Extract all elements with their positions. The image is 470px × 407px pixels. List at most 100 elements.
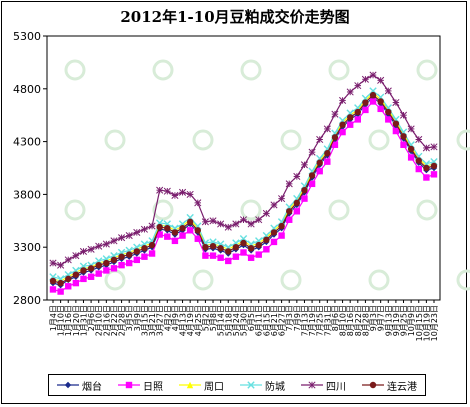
- data-point: [95, 270, 102, 277]
- data-point: [354, 116, 361, 123]
- legend-marker: [125, 381, 133, 389]
- data-point: [232, 220, 240, 228]
- data-point: [369, 91, 377, 99]
- data-point: [255, 251, 262, 258]
- legend-item: 烟台: [57, 378, 102, 393]
- data-point: [308, 148, 316, 156]
- x-tick-label: 2月28日: [118, 305, 127, 336]
- y-tick-label: 4300: [13, 136, 41, 149]
- data-point: [286, 216, 293, 223]
- watermark-emblem: [104, 129, 126, 151]
- x-tick-label: 9月13日: [384, 305, 393, 336]
- x-tick-label: 5月18日: [224, 305, 233, 336]
- data-point: [57, 279, 64, 287]
- x-tick-label: 10月15日: [415, 305, 424, 341]
- data-point: [72, 279, 80, 287]
- data-point: [362, 106, 369, 114]
- data-point: [49, 277, 57, 285]
- x-tick-label: 8月6日: [331, 305, 340, 331]
- data-point: [171, 191, 179, 200]
- x-tick-label: 5月30日: [240, 305, 249, 336]
- x-tick-label: 7月13日: [300, 305, 309, 336]
- legend-label: 烟台: [82, 381, 102, 393]
- x-tick-label: 1月31日: [79, 305, 88, 336]
- data-point: [301, 186, 308, 194]
- x-tick-label: 3月21日: [148, 305, 157, 336]
- data-point: [263, 246, 270, 253]
- data-point: [118, 234, 126, 242]
- legend-marker: [308, 381, 316, 389]
- data-point: [399, 111, 408, 119]
- data-point: [384, 87, 392, 95]
- x-tick-label: 8月10日: [339, 305, 348, 336]
- data-point: [148, 222, 156, 230]
- data-point: [400, 133, 407, 140]
- x-tick-label: 9月25日: [400, 305, 409, 336]
- watermark-emblem: [328, 59, 350, 81]
- data-point: [354, 108, 361, 116]
- data-point: [126, 251, 133, 258]
- data-point: [286, 208, 293, 215]
- data-point: [209, 242, 217, 250]
- x-tick-label: 2月16日: [102, 305, 111, 336]
- legend-label: 日照: [143, 381, 163, 393]
- series-2: [49, 98, 438, 295]
- legend-item: 周口: [179, 378, 224, 393]
- x-tick-label: 5月24日: [232, 305, 241, 336]
- data-point: [148, 250, 156, 257]
- data-point: [407, 154, 415, 161]
- x-tick-label: 6月21日: [270, 305, 279, 336]
- data-point: [293, 199, 301, 207]
- legend-swatch: [362, 381, 384, 389]
- data-point: [125, 232, 133, 240]
- data-point: [156, 186, 164, 194]
- data-point: [171, 237, 179, 245]
- watermark-emblem: [152, 59, 174, 81]
- x-tick-label: 2月10日: [95, 305, 104, 336]
- data-point: [217, 254, 224, 261]
- legend-label: 周口: [204, 381, 224, 393]
- x-tick-label: 2月22日: [110, 305, 119, 336]
- legend-swatch: [301, 381, 323, 389]
- data-point: [186, 227, 194, 234]
- x-tick-label: 3月27日: [156, 305, 165, 336]
- data-point: [278, 232, 285, 239]
- data-point: [65, 275, 72, 283]
- data-point: [87, 273, 95, 280]
- data-point: [201, 218, 209, 226]
- data-point: [423, 174, 430, 181]
- data-point: [430, 171, 438, 178]
- data-point: [194, 235, 201, 242]
- x-tick-label: 6月27日: [278, 305, 287, 336]
- data-point: [133, 256, 141, 264]
- data-point: [133, 248, 141, 255]
- watermark-emblem: [64, 59, 86, 81]
- x-tick-label: 8月16日: [346, 305, 355, 336]
- data-point: [392, 127, 400, 135]
- series-layer: [49, 71, 438, 295]
- data-point: [392, 120, 400, 127]
- watermark-emblem: [192, 129, 214, 151]
- data-point: [225, 257, 232, 265]
- data-point: [179, 224, 186, 232]
- data-point: [186, 218, 194, 226]
- data-point: [79, 247, 88, 255]
- x-tick-label: 1月4日: [49, 305, 58, 331]
- data-point: [385, 108, 392, 116]
- legend-swatch: [240, 381, 262, 389]
- data-point: [316, 167, 323, 175]
- chart-title: 2012年1-10月豆粕成交价走势图: [120, 8, 350, 26]
- watermark-emblem: [104, 269, 126, 291]
- watermark-emblem: [240, 59, 262, 81]
- watermark-layer: [64, 59, 470, 291]
- data-point: [423, 164, 430, 172]
- series-line: [52, 74, 435, 266]
- legend-marker: [369, 381, 377, 389]
- data-point: [95, 261, 102, 269]
- data-point: [225, 248, 232, 255]
- data-point: [80, 267, 87, 274]
- legend-item: 日照: [118, 378, 163, 393]
- data-point: [407, 145, 415, 153]
- watermark-emblem: [368, 129, 390, 151]
- data-point: [202, 252, 209, 259]
